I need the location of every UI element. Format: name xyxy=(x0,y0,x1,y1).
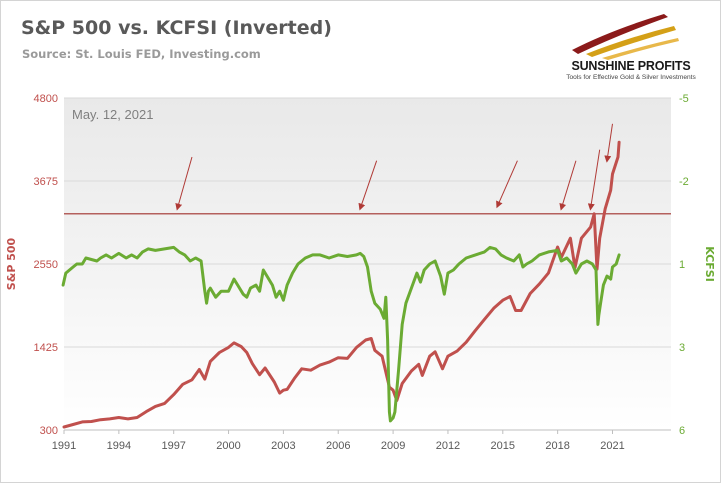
x-tick-label-10: 2021 xyxy=(600,440,624,452)
sunshine-profits-logo: SUNSHINE PROFITS Tools for Effective Gol… xyxy=(556,8,706,90)
left-tick-label-4: 4800 xyxy=(34,93,58,105)
arrow-4 xyxy=(587,149,601,211)
x-tick-label-9: 2018 xyxy=(545,440,569,452)
x-tick-label-6: 2009 xyxy=(381,440,405,452)
right-tick-label-2: 1 xyxy=(679,259,685,271)
right-tick-label-4: 6 xyxy=(679,425,685,437)
chart-title: S&P 500 vs. KCFSI (Inverted) xyxy=(21,17,332,39)
x-tick-label-0: 1991 xyxy=(52,440,76,452)
logo-swoosh-icon xyxy=(572,14,679,60)
logo-swoosh-light xyxy=(602,38,679,60)
arrow-2 xyxy=(496,160,518,209)
x-tick-label-7: 2012 xyxy=(436,440,460,452)
left-tick-label-3: 3675 xyxy=(34,176,58,188)
date-annotation: May. 12, 2021 xyxy=(72,107,153,122)
right-tick-label-1: -2 xyxy=(679,176,689,188)
x-tick-label-1: 1994 xyxy=(107,440,131,452)
x-tick-label-3: 2000 xyxy=(216,440,240,452)
annotation-arrows xyxy=(175,123,613,211)
arrow-5 xyxy=(604,123,613,163)
right-tick-label-0: -5 xyxy=(679,93,689,105)
chart-source: Source: St. Louis FED, Investing.com xyxy=(22,47,261,61)
arrow-3 xyxy=(559,160,577,211)
right-tick-label-3: 3 xyxy=(679,342,685,354)
left-tick-label-0: 300 xyxy=(40,425,58,437)
series-line-1 xyxy=(61,245,621,423)
series-lines xyxy=(61,140,621,429)
x-tick-label-5: 2006 xyxy=(326,440,350,452)
logo-tagline: Tools for Effective Gold & Silver Invest… xyxy=(566,74,696,81)
logo-swoosh-gold xyxy=(586,26,676,57)
x-tick-label-8: 2015 xyxy=(491,440,515,452)
logo-swoosh-red xyxy=(572,14,668,54)
series-line-0 xyxy=(62,140,621,429)
logo-name: SUNSHINE PROFITS xyxy=(571,59,691,73)
right-axis-ticks: -5 -2 1 3 6 xyxy=(679,93,689,437)
left-axis-ticks: 300 1425 2550 3675 4800 xyxy=(34,93,58,437)
left-tick-label-2: 2550 xyxy=(34,259,58,271)
x-axis-ticks: 1991 1994 1997 2000 2003 2006 2009 2012 2015 2018… xyxy=(52,429,671,452)
arrow-1 xyxy=(358,160,378,211)
arrow-0 xyxy=(175,156,193,211)
left-axis-label: S&P 500 xyxy=(5,237,18,290)
x-tick-label-2: 1997 xyxy=(161,440,185,452)
right-axis-label: KCFSI xyxy=(703,246,716,282)
x-tick-label-4: 2003 xyxy=(271,440,295,452)
left-tick-label-1: 1425 xyxy=(34,342,58,354)
